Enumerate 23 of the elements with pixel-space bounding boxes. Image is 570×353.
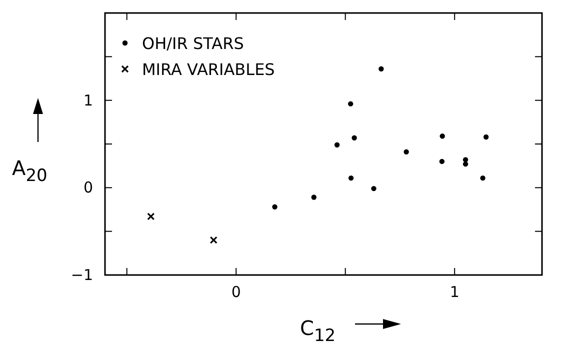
y-axis-title: A$_{20}$ <box>12 156 48 186</box>
point <box>440 134 445 139</box>
point <box>371 186 376 192</box>
point <box>147 212 155 220</box>
x-axis-title: C$_{12}$ <box>300 316 336 346</box>
y-tick-label: 0 <box>83 178 93 197</box>
point <box>334 142 340 148</box>
point <box>378 66 384 72</box>
point <box>348 101 354 106</box>
point <box>311 194 316 200</box>
point <box>480 175 486 181</box>
y-tick-label: −1 <box>70 266 93 284</box>
point <box>348 175 354 181</box>
point <box>483 134 489 140</box>
point <box>352 135 357 140</box>
point <box>404 149 409 154</box>
point <box>462 161 468 167</box>
point <box>439 158 445 164</box>
legend-label: OH/IR STARS <box>142 34 244 53</box>
y-tick-label: 1 <box>83 91 93 110</box>
legend-label: MIRA VARIABLES <box>142 60 275 79</box>
point <box>272 204 278 210</box>
point <box>210 236 218 244</box>
